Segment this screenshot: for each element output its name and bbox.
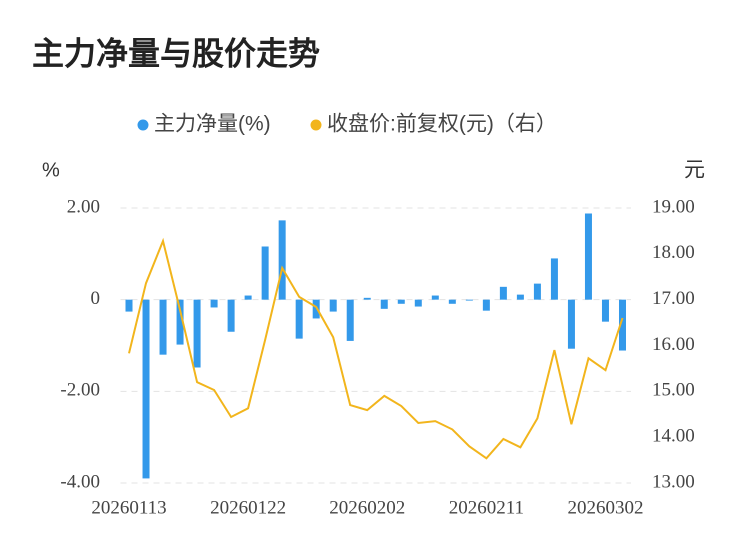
legend-marker <box>310 119 322 131</box>
bar <box>601 299 609 322</box>
y-tick-label: -4.00 <box>60 471 100 492</box>
bar <box>465 299 473 301</box>
legend-label: 主力净量(%) <box>154 113 271 136</box>
bar <box>380 299 388 309</box>
y-tick-label: 0 <box>91 288 101 309</box>
x-tick-label: 20260302 <box>567 497 643 518</box>
chart-title: 主力净量与股价走势 <box>32 35 320 71</box>
bar <box>312 299 320 319</box>
bar <box>431 295 439 300</box>
bar <box>584 213 592 300</box>
bar <box>346 299 354 341</box>
bar <box>533 283 541 300</box>
legend-marker <box>137 119 149 131</box>
bar <box>159 299 167 355</box>
bar <box>550 258 558 300</box>
y-tick-label: -2.00 <box>60 380 100 401</box>
bar <box>414 299 422 307</box>
bar <box>125 299 133 312</box>
bar <box>278 220 286 300</box>
x-tick-label: 20260113 <box>91 497 166 518</box>
bar <box>448 299 456 304</box>
y2-tick-label: 13.00 <box>652 471 695 492</box>
bar <box>397 299 405 304</box>
bar <box>618 299 626 351</box>
y2-tick-label: 16.00 <box>652 334 695 355</box>
x-tick-label: 20260202 <box>329 497 405 518</box>
x-tick-label: 20260211 <box>449 497 524 518</box>
bar <box>499 286 507 300</box>
bar <box>516 294 524 300</box>
bar <box>482 299 490 311</box>
y2-tick-label: 15.00 <box>652 380 695 401</box>
bar <box>261 246 269 300</box>
y-axis-unit: % <box>42 159 60 181</box>
y-tick-label: 2.00 <box>67 196 100 217</box>
y2-tick-label: 18.00 <box>652 242 695 263</box>
bar <box>176 299 184 345</box>
bar <box>227 299 235 332</box>
legend-label: 收盘价:前复权(元)（右） <box>327 113 557 136</box>
bar <box>142 299 150 479</box>
y2-tick-label: 14.00 <box>652 426 695 447</box>
y2-axis-unit: 元 <box>684 159 705 182</box>
bar <box>210 299 218 308</box>
bar <box>193 299 201 368</box>
bar <box>363 297 371 300</box>
price-line <box>128 237 624 460</box>
bar <box>244 295 252 300</box>
y2-tick-label: 19.00 <box>652 196 695 217</box>
x-tick-label: 20260122 <box>210 497 286 518</box>
y2-tick-label: 17.00 <box>652 288 695 309</box>
bar <box>329 299 337 312</box>
bar <box>567 299 575 349</box>
bar <box>295 299 303 339</box>
